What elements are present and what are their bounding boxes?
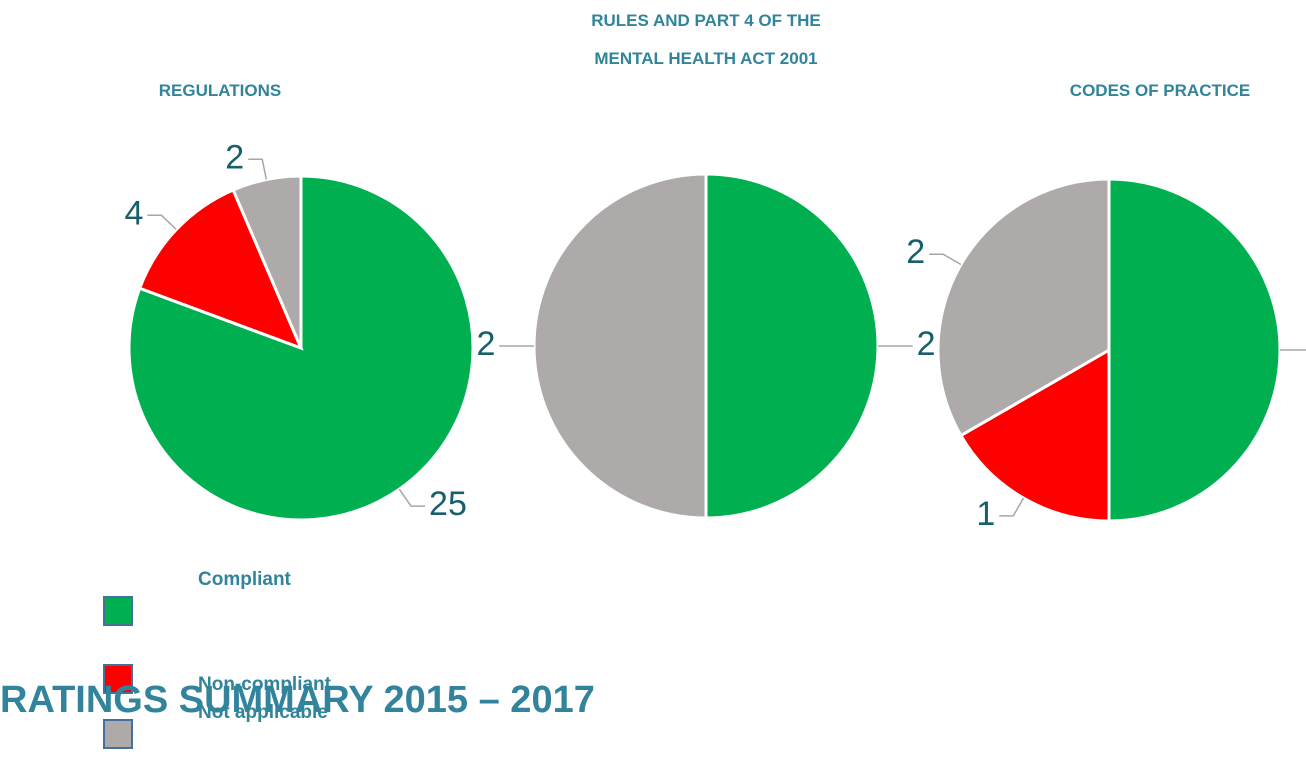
- data-label: 25: [429, 485, 467, 523]
- legend-swatch: [103, 719, 133, 749]
- pie-slice: [137, 187, 304, 351]
- data-label: 2: [476, 325, 495, 363]
- leader-line: [929, 253, 962, 266]
- leader-line: [398, 488, 426, 507]
- pie-slice: [231, 174, 303, 349]
- data-label: 2: [906, 233, 925, 271]
- data-label: 4: [124, 194, 143, 232]
- pie-slice: [1107, 177, 1282, 523]
- legend-label: Non-compliant: [198, 674, 332, 695]
- data-label: 2: [917, 325, 936, 363]
- leader-line: [999, 497, 1025, 517]
- legend-label: Compliant: [198, 569, 292, 590]
- data-label: 1: [976, 495, 995, 533]
- pie-slice: [958, 347, 1111, 523]
- page-heading: RATINGS SUMMARY 2015 – 2017: [0, 679, 595, 721]
- chart-title: RULES AND PART 4 OF THE: [591, 11, 821, 30]
- pie-slice: [936, 177, 1111, 438]
- legend-swatch: [103, 664, 133, 694]
- pie-slice: [532, 172, 708, 520]
- legend-swatch: [103, 596, 133, 626]
- chart-title: CODES OF PRACTICE: [1070, 81, 1250, 100]
- chart-title: REGULATIONS: [159, 81, 281, 100]
- leader-line: [248, 158, 268, 180]
- pie-slice: [704, 172, 880, 520]
- chart-title: MENTAL HEALTH ACT 2001: [594, 49, 817, 68]
- leader-line: [147, 214, 177, 231]
- data-label: 2: [225, 138, 244, 176]
- legend-label: Not applicable: [198, 702, 328, 723]
